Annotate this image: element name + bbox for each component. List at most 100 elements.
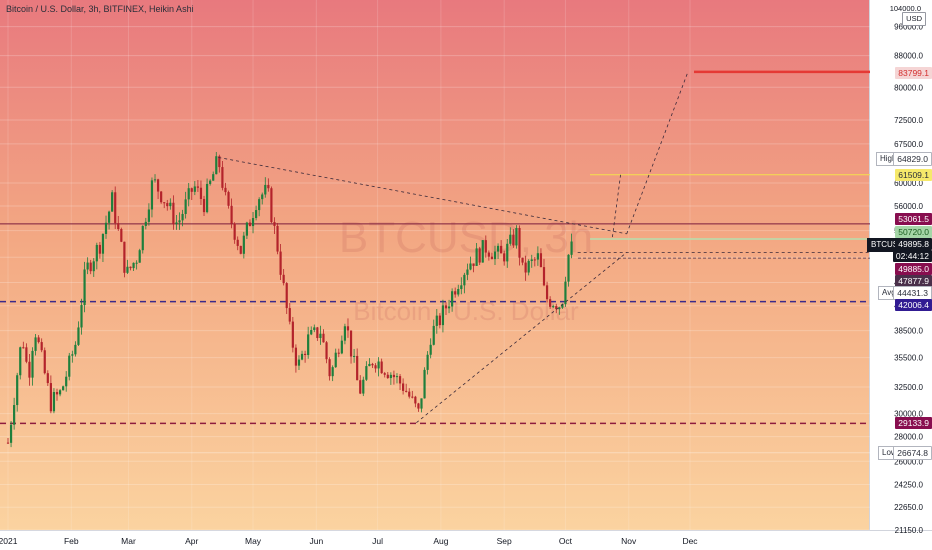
projection-branch — [612, 174, 621, 238]
candle-body — [451, 291, 454, 307]
candle-body — [334, 352, 337, 368]
candle-body — [282, 274, 285, 284]
candle-body — [380, 361, 383, 374]
candle-body — [515, 227, 518, 246]
candle-body — [328, 359, 331, 377]
candle-body — [457, 289, 460, 295]
y-tick-label: 56000.0 — [894, 202, 923, 211]
y-tick-label: 28000.0 — [894, 433, 923, 442]
candle-body — [536, 253, 539, 260]
candle-body — [463, 274, 466, 286]
candle-body — [101, 233, 105, 254]
candle-body — [160, 191, 163, 203]
level-49-tag: 49885.0 — [895, 263, 932, 275]
candle-body — [484, 240, 487, 253]
level-50-tag: 50720.0 — [895, 226, 932, 238]
x-tick-label: Jul — [372, 536, 383, 546]
level-42-tag: 42006.4 — [895, 299, 932, 311]
candle-body — [86, 262, 89, 270]
candle-body — [279, 251, 282, 275]
candle-body — [408, 391, 411, 397]
x-tick-label: 2021 — [0, 536, 18, 546]
candle-body — [512, 234, 515, 246]
candle-body — [16, 375, 19, 406]
candle-body — [469, 263, 472, 270]
candle-body — [184, 199, 187, 214]
candle-body — [353, 355, 356, 357]
candle-body — [340, 340, 343, 354]
candle-body — [132, 262, 135, 269]
candle-body — [288, 308, 291, 322]
candle-body — [80, 305, 83, 328]
candle-body — [356, 355, 359, 381]
x-tick-label: Mar — [121, 536, 136, 546]
avg-price-tag: 44431.3 — [893, 286, 932, 300]
candle-body — [359, 380, 362, 394]
candle-body — [147, 209, 150, 222]
candle-body — [349, 330, 353, 357]
candle-body — [34, 337, 37, 351]
candle-body — [297, 359, 301, 366]
candle-body — [92, 261, 95, 272]
y-tick-label: 30000.0 — [894, 410, 923, 419]
candle-body — [558, 307, 561, 310]
candle-body — [153, 179, 157, 181]
x-tick-label: Sep — [497, 536, 512, 546]
candle-body — [429, 344, 432, 355]
candle-body — [331, 367, 334, 377]
x-tick-label: Oct — [559, 536, 573, 546]
candle-body — [227, 192, 230, 206]
candle-body — [527, 260, 530, 273]
candle-body — [402, 383, 405, 391]
candle-body — [187, 188, 190, 200]
candle-body — [190, 188, 193, 192]
level-47-tag: 47877.9 — [895, 275, 932, 287]
candle-body — [552, 306, 555, 308]
candle-body — [68, 355, 71, 377]
candle-body — [245, 222, 249, 236]
candle-body — [114, 192, 117, 224]
candle-body — [89, 262, 92, 272]
y-tick-label: 72500.0 — [894, 116, 923, 125]
candle-body — [322, 333, 325, 343]
candle-body — [251, 218, 255, 227]
candle-body — [49, 383, 52, 412]
candle-body — [417, 403, 420, 409]
candle-body — [169, 202, 172, 207]
candle-body — [496, 245, 500, 252]
top-tick-label: 104000.0 — [889, 4, 921, 13]
candle-body — [193, 186, 196, 192]
candle-body — [254, 210, 258, 219]
candle-body — [368, 363, 371, 367]
candle-body — [524, 262, 527, 273]
candle-body — [346, 326, 350, 331]
candle-body — [28, 361, 31, 378]
candle-body — [144, 221, 147, 226]
chart-title: Bitcoin / U.S. Dollar, 3h, BITFINEX, Hei… — [6, 4, 194, 14]
candle-body — [521, 257, 524, 263]
y-tick-label: 96000.0 — [894, 23, 923, 32]
candle-body — [205, 183, 209, 213]
candle-body — [77, 327, 80, 345]
candle-body — [300, 353, 304, 360]
candle-body — [175, 222, 178, 225]
candle-body — [55, 392, 59, 395]
candle-body — [549, 299, 552, 307]
candle-body — [58, 390, 62, 395]
projection-path — [626, 71, 689, 235]
candle-body — [261, 194, 264, 200]
candle-body — [196, 186, 199, 188]
target-price-tag: 83799.1 — [895, 67, 932, 79]
candle-body — [22, 347, 25, 349]
currency-button[interactable]: USD — [902, 12, 926, 26]
candle-body — [313, 327, 316, 331]
candle-body — [555, 306, 558, 310]
candle-body — [138, 250, 141, 263]
candle-body — [570, 241, 573, 255]
y-tick-label: 35500.0 — [894, 354, 923, 363]
x-tick-label: Apr — [185, 536, 198, 546]
candle-body — [230, 205, 233, 224]
high-price-tag: 64829.0 — [893, 152, 932, 166]
candle-body — [389, 374, 392, 379]
